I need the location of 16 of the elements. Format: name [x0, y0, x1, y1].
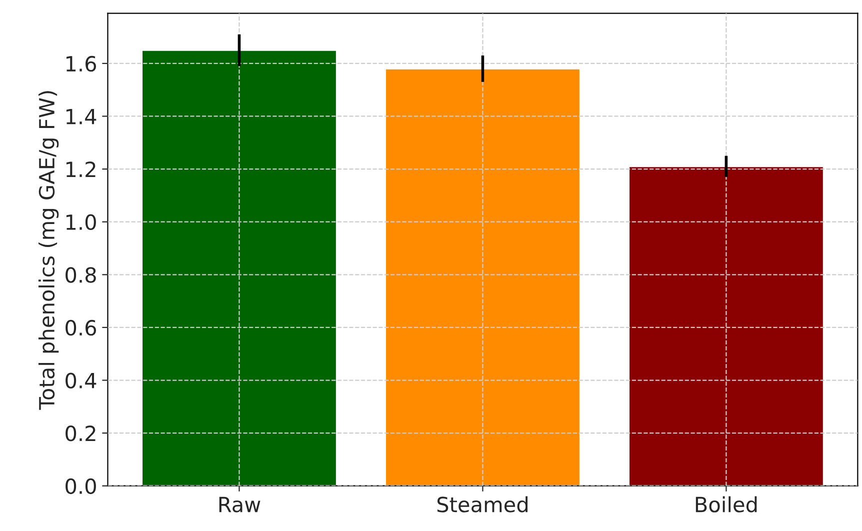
y-tick-label: 1.6 — [66, 56, 96, 72]
bar — [141, 50, 338, 486]
y-axis-title: Total phenolics (mg GAE/g FW) — [38, 91, 59, 410]
y-tick-label: 0.6 — [66, 320, 96, 336]
y-tick-label: 0.0 — [66, 478, 96, 494]
y-tick-label: 0.4 — [66, 372, 96, 388]
y-tick-label: 1.0 — [66, 214, 96, 230]
bar — [384, 68, 581, 486]
y-tick-label: 1.2 — [66, 162, 96, 177]
y-tick-label: 0.8 — [66, 267, 96, 283]
y-tick-label: 1.4 — [66, 108, 96, 124]
x-tick-label: Raw — [219, 496, 260, 512]
x-tick-label: Steamed — [437, 496, 528, 512]
x-tick-label: Boiled — [696, 496, 757, 512]
bar — [628, 166, 824, 486]
y-tick-label: 0.2 — [66, 426, 96, 442]
